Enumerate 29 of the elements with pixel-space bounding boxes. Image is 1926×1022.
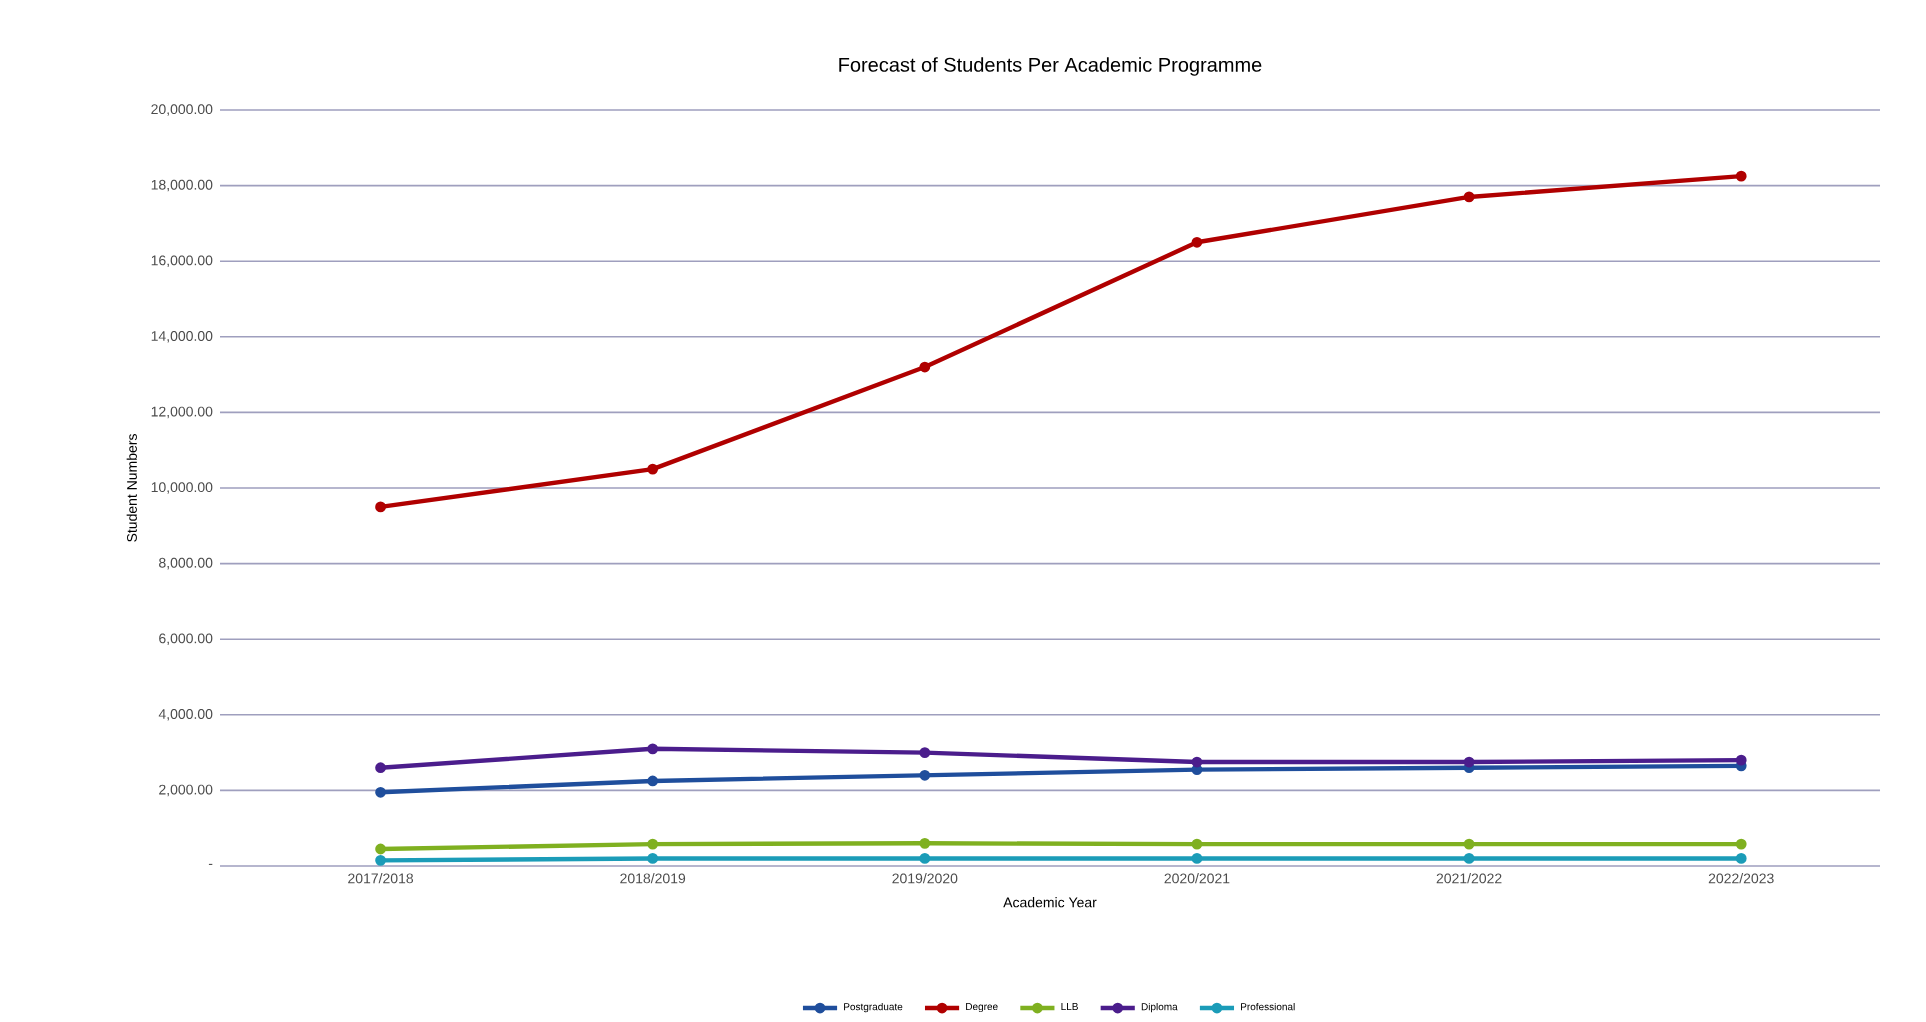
point <box>647 463 659 475</box>
point <box>1191 838 1203 850</box>
point <box>919 837 931 849</box>
point <box>1463 838 1475 850</box>
point <box>1191 236 1203 248</box>
chart-title: Forecast of Students Per Academic Programme <box>839 57 1262 76</box>
point <box>1735 754 1747 766</box>
point <box>647 743 659 755</box>
point <box>375 854 386 866</box>
point <box>375 762 386 774</box>
point <box>375 843 386 855</box>
point <box>647 775 659 787</box>
point <box>919 769 931 781</box>
point <box>1463 853 1475 864</box>
point <box>919 747 931 758</box>
point <box>647 838 659 850</box>
point <box>1191 853 1203 864</box>
point <box>647 853 659 864</box>
point <box>1735 170 1747 182</box>
point <box>1735 853 1747 864</box>
point <box>919 361 931 373</box>
point <box>1463 756 1475 768</box>
point <box>1191 756 1203 768</box>
point <box>1191 764 1203 776</box>
point <box>919 853 931 864</box>
point <box>375 501 386 513</box>
point <box>375 786 386 798</box>
point <box>1735 838 1747 850</box>
point <box>1463 191 1475 203</box>
